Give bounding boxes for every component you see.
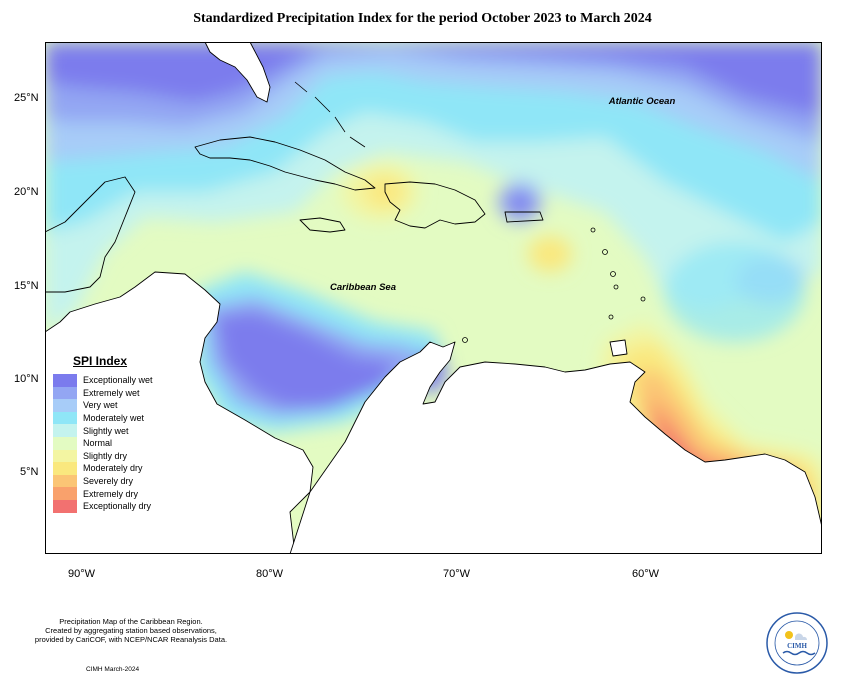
lon-tick-60: 60°W — [632, 568, 660, 580]
map-frame — [45, 42, 822, 554]
legend-swatch — [53, 386, 77, 400]
legend-label: Slightly dry — [83, 450, 128, 461]
land-puerto-rico — [504, 211, 544, 223]
legend-swatch — [53, 487, 77, 500]
spi-legend: SPI Index Exceptionally wet Extremely wet… — [53, 354, 163, 513]
land-central-america — [45, 271, 314, 554]
legend-item: Slightly dry — [53, 449, 163, 463]
lat-tick-15: 15°N — [14, 280, 39, 292]
lon-tick-90: 90°W — [68, 568, 96, 580]
legend-item: Slightly wet — [53, 424, 163, 437]
sun-icon — [785, 631, 793, 639]
island-grenada — [608, 314, 614, 320]
legend-item: Moderately dry — [53, 462, 163, 475]
legend-swatch — [53, 424, 77, 437]
legend-item: Exceptionally wet — [53, 374, 163, 387]
map-note: Precipitation Map of the Caribbean Regio… — [18, 617, 244, 644]
legend-swatch — [53, 499, 77, 513]
legend-label: Extremely wet — [83, 387, 140, 398]
spi-zone-puerto-rico-wet-core — [509, 193, 531, 215]
legend-item: Normal — [53, 436, 163, 450]
land-florida — [204, 42, 271, 103]
legend-swatch — [53, 462, 77, 475]
legend-label: Very wet — [83, 400, 118, 411]
legend-label: Exceptionally wet — [83, 375, 153, 386]
wave-icon — [782, 650, 816, 656]
map-title: Standardized Precipitation Index for the… — [193, 11, 652, 26]
legend-item: Moderately wet — [53, 411, 163, 425]
ocean-label: Atlantic Ocean — [608, 96, 676, 107]
legend-item: Extremely dry — [53, 487, 163, 500]
island-guadeloupe — [602, 249, 608, 255]
legend-swatch — [53, 411, 77, 425]
legend-swatch — [53, 374, 77, 387]
island-curacao — [462, 337, 468, 343]
legend-label: Normal — [83, 438, 113, 449]
land-cuba — [194, 136, 376, 191]
legend-label: Severely dry — [83, 476, 134, 487]
legend-rows: Exceptionally wet Extremely wet Very wet Mo… — [53, 374, 163, 513]
cimh-logo: CIMH — [766, 612, 828, 674]
lat-tick-10: 10°N — [14, 373, 39, 385]
legend-swatch — [53, 436, 77, 450]
spi-zone-leewards-dry — [528, 236, 572, 272]
lat-tick-20: 20°N — [14, 186, 39, 198]
lon-tick-80: 80°W — [256, 568, 284, 580]
spi-map: Atlantic Ocean Caribbean Sea — [45, 42, 822, 554]
legend-label: Extremely dry — [83, 488, 139, 499]
island-antigua — [590, 227, 596, 233]
land-trinidad — [609, 339, 628, 357]
legend-swatch — [53, 399, 77, 412]
legend-swatch — [53, 449, 77, 463]
sea-label: Caribbean Sea — [330, 282, 396, 293]
legend-label: Exceptionally dry — [83, 501, 152, 512]
land-yucatan — [45, 176, 136, 293]
legend-label: Slightly wet — [83, 425, 129, 436]
island-barbados — [640, 296, 646, 302]
legend-label: Moderately wet — [83, 413, 145, 424]
cloud-icon — [794, 633, 808, 640]
island-st-lucia — [613, 284, 619, 290]
lat-tick-5: 5°N — [20, 466, 39, 478]
spi-zone-exceptionally-wet-sw — [215, 312, 395, 407]
island-martinique — [610, 271, 616, 277]
legend-title: SPI Index — [73, 354, 128, 368]
legend-item: Very wet — [53, 399, 163, 412]
map-credit: CIMH March-2024 — [86, 666, 140, 673]
land-south-america — [289, 341, 822, 554]
note-line-3: provided by CariCOF, with NCEP/NCAR Rean… — [34, 635, 228, 644]
legend-swatch — [53, 474, 77, 488]
land-hispaniola — [384, 181, 486, 229]
legend-label: Moderately dry — [83, 463, 143, 474]
note-line-2: Created by aggregating station based obs… — [45, 626, 217, 635]
note-line-1: Precipitation Map of the Caribbean Regio… — [59, 617, 203, 626]
legend-item: Severely dry — [53, 474, 163, 488]
lon-tick-70: 70°W — [443, 568, 471, 580]
legend-item: Extremely wet — [53, 386, 163, 400]
spi-zone-east-moderately-wet — [665, 242, 805, 342]
land-jamaica — [299, 217, 346, 233]
logo-text: CIMH — [787, 642, 807, 650]
legend-item: Exceptionally dry — [53, 499, 163, 513]
lat-tick-25: 25°N — [14, 92, 39, 104]
islands-bahamas — [294, 81, 366, 148]
